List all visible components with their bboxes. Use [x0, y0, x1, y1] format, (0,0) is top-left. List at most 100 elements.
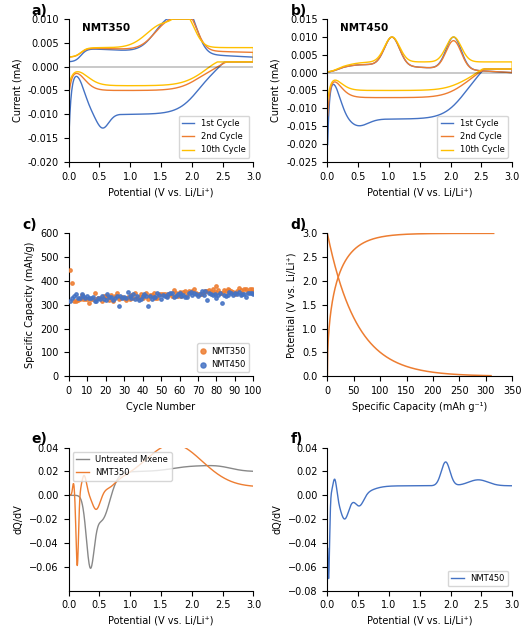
NMT350: [77, 290, 86, 300]
NMT350: [70, 296, 78, 306]
Y-axis label: Current (mA): Current (mA): [271, 58, 281, 123]
NMT450: [84, 293, 93, 304]
NMT350: [127, 290, 136, 300]
NMT450: [94, 293, 102, 304]
Line: Untreated Mxene: Untreated Mxene: [69, 465, 253, 568]
2nd Cycle: [469, 74, 476, 81]
Text: e): e): [32, 432, 48, 446]
NMT450: [163, 291, 171, 302]
NMT450: [135, 295, 143, 305]
Untreated Mxene: [250, 467, 257, 475]
NMT350: [214, 285, 223, 295]
2nd Cycle: [389, 33, 395, 41]
2nd Cycle: [66, 90, 72, 98]
NMT450: [105, 292, 114, 302]
NMT450: [146, 291, 154, 302]
2nd Cycle: [66, 53, 72, 61]
NMT450: [149, 292, 158, 302]
NMT450: [103, 288, 112, 298]
1st Cycle: [375, 116, 382, 124]
NMT350: [116, 293, 125, 304]
NMT350: [135, 291, 143, 302]
NMT450: [83, 291, 91, 301]
10th Cycle: [200, 68, 206, 76]
10th Cycle: [127, 82, 134, 90]
NMT350: [250, 483, 257, 490]
NMT350: [100, 291, 108, 301]
NMT350: [158, 289, 167, 299]
NMT350: [194, 289, 202, 299]
NMT350: [247, 284, 256, 295]
NMT450: [126, 291, 134, 302]
NMT350: [87, 294, 95, 304]
NMT350: [163, 291, 171, 301]
NMT350: [96, 293, 105, 304]
1st Cycle: [479, 67, 485, 75]
2nd Cycle: [167, 15, 174, 23]
NMT350: [209, 283, 217, 293]
NMT450: [465, 479, 471, 486]
NMT450: [68, 293, 77, 303]
NMT450: [81, 293, 90, 304]
NMT450: [185, 288, 193, 298]
NMT450: [232, 288, 241, 298]
NMT450: [199, 290, 208, 300]
NMT350: [142, 288, 150, 298]
10th Cycle: [88, 44, 95, 51]
NMT350: [203, 286, 211, 297]
Text: f): f): [290, 432, 303, 446]
NMT350: [232, 286, 241, 297]
Y-axis label: Current (mA): Current (mA): [12, 58, 22, 123]
NMT450: [214, 290, 223, 300]
NMT350: [68, 277, 77, 288]
2nd Cycle: [479, 67, 485, 74]
NMT350: [199, 287, 208, 297]
NMT450: [87, 293, 95, 304]
NMT350: [177, 291, 186, 301]
10th Cycle: [469, 72, 476, 79]
NMT450: [131, 293, 139, 304]
NMT350: [74, 562, 80, 570]
NMT450: [234, 286, 243, 297]
NMT350: [216, 288, 224, 298]
Y-axis label: Specific Capacity (mAh/g): Specific Capacity (mAh/g): [25, 241, 35, 368]
NMT450: [152, 291, 160, 302]
1st Cycle: [155, 110, 161, 117]
NMT350: [190, 284, 199, 294]
2nd Cycle: [375, 94, 382, 102]
NMT350: [164, 289, 173, 299]
Untreated Mxene: [173, 464, 180, 472]
NMT350: [79, 294, 88, 304]
NMT350: [114, 294, 122, 304]
NMT450: [209, 290, 217, 300]
NMT350: [101, 291, 110, 302]
NMT450: [111, 293, 119, 303]
10th Cycle: [413, 86, 420, 94]
10th Cycle: [116, 82, 122, 90]
NMT450: [155, 290, 164, 300]
1st Cycle: [458, 93, 465, 101]
NMT450: [177, 291, 186, 301]
NMT450: [164, 289, 173, 299]
NMT350: [168, 291, 176, 301]
Line: 2nd Cycle: 2nd Cycle: [328, 37, 512, 116]
NMT450: [188, 290, 197, 300]
NMT450: [72, 289, 80, 299]
Legend: NMT350, NMT450: NMT350, NMT450: [197, 344, 249, 372]
NMT350: [170, 440, 176, 448]
NMT350: [220, 285, 228, 295]
NMT450: [109, 295, 117, 305]
NMT350: [231, 288, 239, 298]
Line: 10th Cycle: 10th Cycle: [328, 37, 512, 100]
NMT350: [223, 284, 232, 295]
NMT350: [197, 289, 206, 299]
Line: NMT350: NMT350: [69, 444, 253, 566]
10th Cycle: [66, 81, 72, 89]
Legend: 1st Cycle, 2nd Cycle, 10th Cycle: 1st Cycle, 2nd Cycle, 10th Cycle: [437, 116, 508, 157]
Line: 2nd Cycle: 2nd Cycle: [69, 19, 253, 94]
NMT450: [142, 290, 150, 300]
X-axis label: Specific Capacity (mAh g⁻¹): Specific Capacity (mAh g⁻¹): [352, 401, 487, 411]
NMT350: [157, 289, 165, 299]
NMT450: [90, 296, 99, 306]
1st Cycle: [66, 131, 72, 139]
